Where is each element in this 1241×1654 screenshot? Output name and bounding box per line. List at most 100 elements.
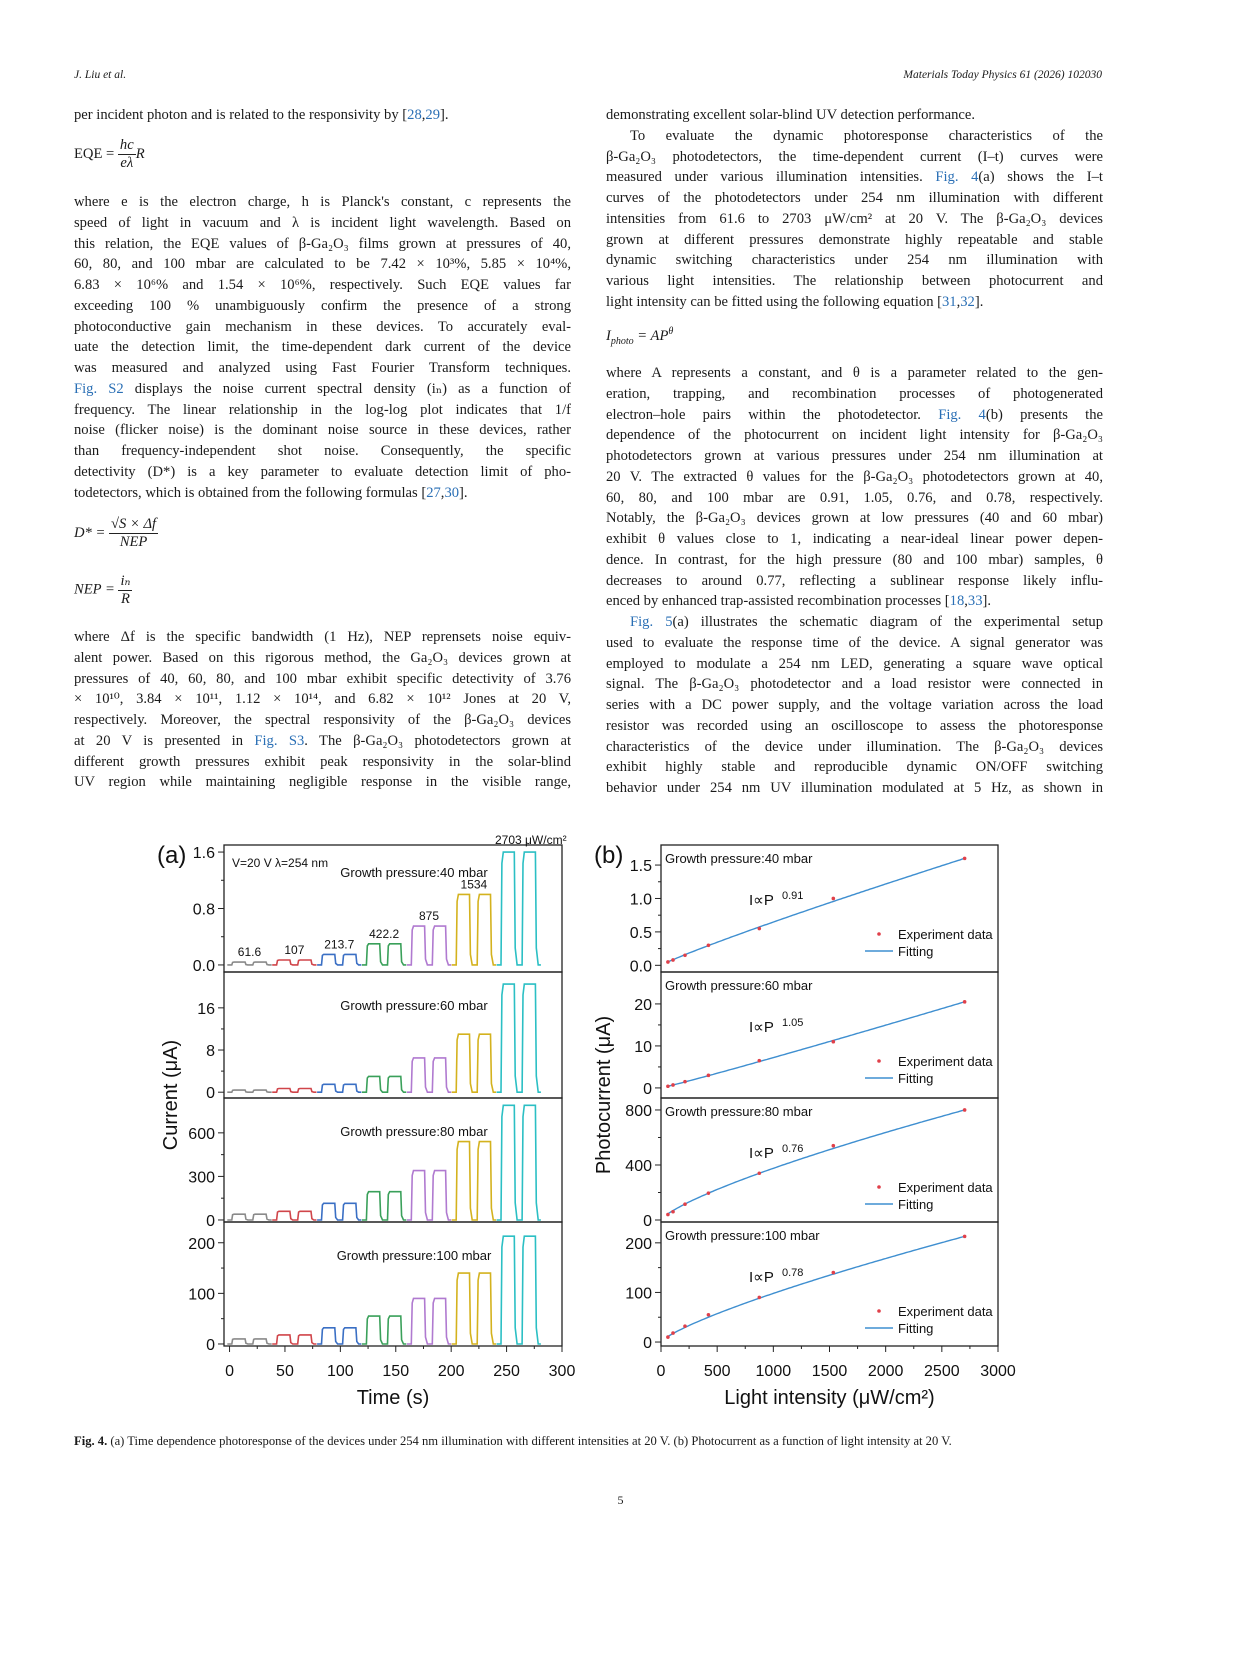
data-point (683, 1079, 687, 1084)
y-tick-label: 0.5 (630, 925, 652, 942)
text-segment: resistor was recorded using an oscillosc… (606, 717, 1103, 734)
subplot-frame (223, 1221, 563, 1347)
reference-link[interactable]: 33 (967, 593, 983, 610)
current-trace (362, 1190, 407, 1221)
reference-link[interactable]: 28 (407, 107, 422, 123)
fitting-line (667, 857, 965, 963)
reference-link[interactable]: 30 (444, 484, 460, 501)
growth-pressure-label: Growth pressure:100 mbar (337, 1248, 492, 1263)
x-tick-label: 3000 (980, 1363, 1016, 1380)
reference-link[interactable]: 29 (425, 107, 440, 123)
x-tick-label: 2000 (868, 1363, 904, 1380)
text-line: 60, 80, and 100 mbar are calculated to b… (74, 255, 571, 273)
text-line: signal. The β-Ga₂O₃ photodetector and a … (606, 675, 1103, 693)
reference-link[interactable]: 31 (942, 293, 957, 310)
x-tick-label: 300 (549, 1363, 576, 1380)
data-point (962, 856, 967, 861)
text-line: resistor was recorded using an oscillosc… (606, 717, 1103, 735)
text-segment: series with a DC power supply, and the v… (606, 697, 1103, 713)
text-line: series with a DC power supply, and the v… (606, 696, 1103, 714)
eq-sub: photo (610, 335, 634, 347)
text-segment: frequency. The linear relationship in th… (74, 401, 571, 418)
text-segment: , (956, 293, 961, 310)
text-segment: grown at different pressures demonstrate… (606, 231, 1103, 248)
text-line: this relation, the EQE values of β-Ga₂O₃… (74, 235, 571, 253)
text-line: exhibit highly stable and reproducible d… (606, 758, 1103, 776)
text-line: was measured and analyzed using Fast Fou… (74, 359, 571, 377)
data-point (962, 1108, 967, 1112)
current-trace (496, 1104, 541, 1221)
text-line: 6.83 × 10⁶% and 1.54 × 10⁶%, respectivel… (74, 276, 571, 294)
text-line: exhibit θ values close to 1, indicating … (606, 530, 1103, 548)
reference-link[interactable]: Fig. 4 (935, 169, 979, 186)
legend-point-icon (877, 932, 881, 936)
text-segment: was measured and analyzed using Fast Fou… (74, 360, 571, 376)
reference-link[interactable]: Fig. S2 (74, 380, 124, 397)
text-segment: where Δf is the specific bandwidth (1 Hz… (74, 629, 571, 645)
y-tick-label: 0.0 (630, 958, 652, 975)
intensity-label: 107 (284, 943, 304, 957)
data-point (683, 1324, 687, 1328)
reference-link[interactable]: 32 (960, 293, 975, 310)
running-header-authors: J. Liu et al. (74, 69, 127, 81)
text-segment: , (440, 484, 445, 501)
reference-link[interactable]: Fig. S3 (254, 732, 305, 749)
reference-link[interactable]: 27 (426, 484, 441, 501)
text-line: dence. In contrast, for the high pressur… (606, 551, 1103, 569)
text-line: at 20 V is presented in Fig. S3. The β-G… (74, 732, 571, 750)
text-line: used to evaluate the response time of th… (606, 634, 1103, 652)
text-segment: speed of light in vacuum and λ is incide… (74, 214, 571, 231)
y-tick-label: 0 (206, 1337, 215, 1354)
reference-link[interactable]: 18 (949, 593, 965, 610)
x-tick-label: 0 (657, 1363, 666, 1380)
current-trace (317, 1327, 362, 1345)
right-column: Iphoto = APθ demonstrating excellent sol… (606, 0, 1103, 800)
legend-line-label: Fitting (898, 1321, 933, 1336)
current-trace (451, 893, 497, 966)
eq-num: hc (117, 137, 136, 155)
page-number: 5 (617, 1493, 624, 1507)
y-tick-label: 0 (643, 1213, 652, 1230)
data-point (706, 943, 711, 948)
legend-line-label: Fitting (898, 1071, 933, 1086)
text-segment: 60, 80, and 100 mbar are calculated to b… (74, 256, 571, 273)
panel-label: (a) (157, 842, 186, 869)
text-line: Fig. 5(a) illustrates the schematic diag… (630, 613, 1103, 631)
growth-pressure-label: Growth pressure:100 mbar (665, 1228, 820, 1243)
x-axis-label: Time (s) (357, 1387, 430, 1409)
text-segment: employed to modulate a 254 nm LED, gener… (606, 655, 1103, 672)
eq-lhs: EQE = (74, 145, 115, 162)
text-line: speed of light in vacuum and λ is incide… (74, 214, 571, 232)
x-tick-label: 50 (276, 1363, 294, 1380)
reference-link[interactable]: Fig. 4 (938, 406, 986, 423)
eq-den: eλ (120, 155, 134, 171)
power-law-label: I∝P (749, 1145, 774, 1162)
figure-caption: Fig. 4. (a) Time dependence photorespons… (74, 1432, 1102, 1451)
text-segment: ]. (974, 293, 984, 310)
data-point (962, 1234, 967, 1239)
eq-fraction: hc eλ (117, 137, 136, 172)
text-line: grown at different pressures demonstrate… (606, 231, 1103, 249)
current-trace (496, 851, 541, 966)
text-segment: todetectors, which is obtained from the … (74, 484, 427, 501)
legend-line-label: Fitting (898, 944, 933, 959)
text-line: exceeding 100 % unambiguously confirm th… (74, 297, 571, 315)
data-point (671, 1209, 675, 1214)
data-point (671, 1331, 675, 1335)
y-axis-label: Photocurrent (μA) (593, 1016, 615, 1174)
caption-label: Fig. 4. (74, 1434, 108, 1448)
intensity-label: 422.2 (369, 927, 399, 941)
text-line: dynamic switching characteristics under … (606, 251, 1103, 269)
eq-num: iₙ (118, 573, 133, 591)
reference-link[interactable]: Fig. 5 (630, 614, 673, 630)
x-axis-label: Light intensity (μW/cm²) (724, 1387, 934, 1409)
data-point (666, 1335, 670, 1339)
legend-line-label: Fitting (898, 1197, 933, 1212)
current-trace (272, 1210, 317, 1221)
text-segment: 20 V. The extracted θ values for the β-G… (606, 468, 1103, 485)
text-segment: curves of the photodetectors under 254 n… (606, 190, 1103, 206)
eq-lhs: D* = (74, 524, 106, 541)
current-trace (227, 1338, 272, 1345)
text-segment: behavior under 254 nm UV illumination mo… (606, 780, 1103, 796)
eq-lhs: NEP = (74, 581, 115, 598)
